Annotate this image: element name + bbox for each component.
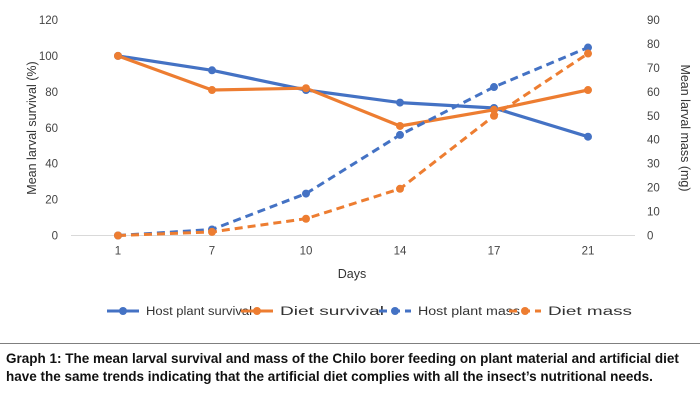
legend-item-diet-mass: Diet mass bbox=[509, 306, 632, 318]
left-y-tick-label: 80 bbox=[45, 87, 58, 99]
host-plant-mass-line bbox=[117, 46, 589, 237]
series-lines bbox=[117, 46, 589, 237]
y-axis-title: Mean larval survival (%) bbox=[25, 61, 39, 194]
right-y-tick-label: 50 bbox=[647, 111, 660, 123]
diet-survival-point bbox=[396, 121, 404, 130]
right-y-tick-label: 20 bbox=[647, 183, 660, 195]
legend-swatch-marker bbox=[521, 307, 529, 315]
left-y-ticks: 0 20 40 60 80 100 120 bbox=[39, 15, 58, 243]
legend-label: Host plant survival bbox=[146, 306, 252, 318]
diet-mass-point bbox=[302, 214, 310, 223]
diet-survival-line bbox=[117, 54, 589, 128]
legend-item-host-plant-survival: Host plant survival bbox=[107, 306, 252, 318]
x-tick-label: 10 bbox=[300, 246, 313, 258]
x-ticks: 1 7 10 14 17 21 bbox=[115, 246, 595, 258]
legend-item-diet-survival: Diet survival bbox=[241, 306, 384, 318]
x-tick-label: 7 bbox=[209, 246, 215, 258]
right-y-tick-label: 70 bbox=[647, 63, 660, 75]
right-y-tick-label: 30 bbox=[647, 159, 660, 171]
host-plant-survival-point bbox=[208, 66, 216, 75]
legend: Host plant survival Diet survival Host pla… bbox=[107, 306, 632, 318]
left-y-tick-label: 0 bbox=[52, 231, 58, 243]
legend-item-host-plant-mass: Host plant mass bbox=[379, 306, 520, 318]
legend-swatch-marker bbox=[391, 307, 399, 315]
host-plant-mass-point bbox=[396, 130, 404, 139]
legend-label: Diet mass bbox=[548, 306, 632, 318]
diet-mass-point bbox=[490, 111, 498, 120]
right-y-tick-label: 40 bbox=[647, 135, 660, 147]
left-y-tick-label: 60 bbox=[45, 123, 58, 135]
diet-mass-point bbox=[208, 227, 216, 236]
caption-divider bbox=[0, 343, 700, 344]
legend-label: Host plant mass bbox=[418, 306, 520, 318]
diet-survival-point bbox=[490, 105, 498, 114]
x-tick-label: 21 bbox=[582, 246, 595, 258]
diet-mass-point bbox=[396, 184, 404, 193]
right-y-tick-label: 0 bbox=[647, 231, 653, 243]
right-y-tick-label: 90 bbox=[647, 15, 660, 27]
x-axis-title: Days bbox=[338, 267, 366, 281]
legend-swatch-marker bbox=[119, 307, 127, 315]
left-y-tick-label: 120 bbox=[39, 15, 58, 27]
diet-survival-point bbox=[584, 86, 592, 95]
left-y-tick-label: 40 bbox=[45, 159, 58, 171]
diet-survival-point bbox=[114, 51, 122, 60]
host-plant-survival-point bbox=[396, 98, 404, 107]
host-plant-mass-point bbox=[302, 189, 310, 198]
diet-survival-point bbox=[302, 84, 310, 93]
diet-mass-point bbox=[584, 49, 592, 58]
x-tick-label: 17 bbox=[488, 246, 501, 258]
diet-mass-point bbox=[114, 231, 122, 240]
right-y-tick-label: 60 bbox=[647, 87, 660, 99]
host-plant-survival-line bbox=[117, 54, 589, 139]
legend-label: Diet survival bbox=[280, 306, 384, 318]
right-y-tick-label: 10 bbox=[647, 207, 660, 219]
diet-mass-line bbox=[117, 52, 589, 237]
x-tick-label: 1 bbox=[115, 246, 121, 258]
diet-survival-point bbox=[208, 86, 216, 95]
host-plant-survival-point bbox=[584, 132, 592, 141]
legend-swatch-marker bbox=[253, 307, 261, 315]
host-plant-mass-point bbox=[584, 43, 592, 52]
x-tick-label: 14 bbox=[394, 246, 407, 258]
right-y-tick-label: 80 bbox=[647, 39, 660, 51]
host-plant-mass-point bbox=[490, 83, 498, 92]
left-y-tick-label: 100 bbox=[39, 51, 58, 63]
left-y-tick-label: 20 bbox=[45, 195, 58, 207]
figure-caption: Graph 1: The mean larval survival and ma… bbox=[6, 351, 679, 384]
right-y-ticks: 0 10 20 30 40 50 60 70 80 90 bbox=[647, 15, 660, 243]
series-markers bbox=[114, 43, 592, 240]
y2-axis-title: Mean larval mass (mg) bbox=[678, 64, 692, 191]
